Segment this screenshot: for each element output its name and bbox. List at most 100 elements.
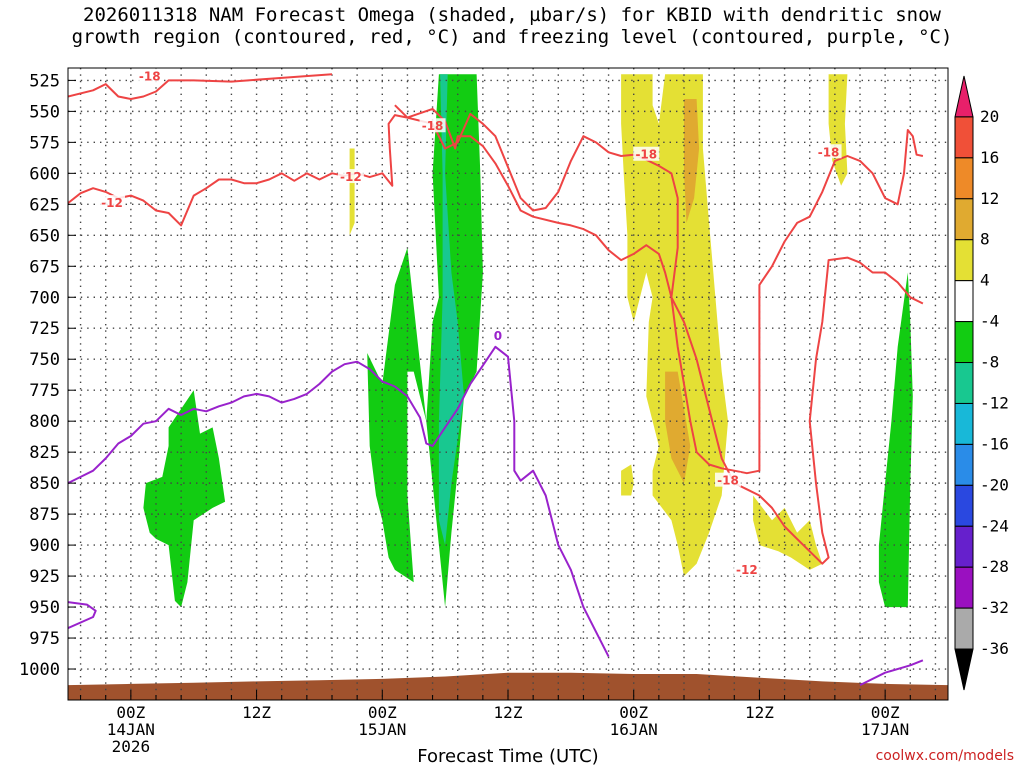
colorbar-label: -8 <box>980 353 999 372</box>
y-tick-label: 725 <box>29 319 60 339</box>
colorbar-label: 12 <box>980 189 999 208</box>
dgz-label-bg <box>99 195 125 210</box>
colorbar-label: -24 <box>980 516 1009 535</box>
colorbar-label: 8 <box>980 230 990 249</box>
x-tick-label: 2026 <box>112 737 151 756</box>
colorbar-segment <box>954 116 974 159</box>
colorbar-segment <box>954 443 974 486</box>
dgz-label-bg <box>136 68 163 83</box>
dgz-label-bg <box>815 144 842 159</box>
colorbar-cap-top <box>954 75 974 118</box>
y-tick-label: 950 <box>29 598 60 618</box>
y-tick-label: 1000 <box>19 660 60 680</box>
dgz-contour-1 <box>68 107 924 565</box>
colorbar-segment <box>954 566 974 609</box>
y-tick-label: 875 <box>29 505 60 525</box>
dgz-contour-label: -18 <box>422 119 444 133</box>
chart-title: 2026011318 NAM Forecast Omega (shaded, µ… <box>0 4 1024 48</box>
dgz-contour-2 <box>394 104 924 475</box>
dgz-label-bg <box>715 472 741 487</box>
colorbar-segment <box>954 484 974 527</box>
y-tick-label: 550 <box>29 102 60 122</box>
credit-text: coolwx.com/models <box>876 748 1014 764</box>
x-tick-label: 12Z <box>494 703 523 722</box>
y-tick-label: 675 <box>29 257 60 277</box>
freezing-contour-0 <box>68 345 610 658</box>
x-tick-label: 16JAN <box>610 720 658 739</box>
colorbar-label: -16 <box>980 434 1009 453</box>
dgz-contour-label: -12 <box>340 170 362 184</box>
freezing-contour-label: 0 <box>494 329 502 343</box>
omega-region-1 <box>367 74 483 608</box>
colorbar-label: 16 <box>980 148 999 167</box>
y-tick-label: 925 <box>29 567 60 587</box>
title-line-2: growth region (contoured, red, °C) and f… <box>71 26 953 48</box>
x-tick-label: 15JAN <box>358 720 406 739</box>
y-tick-label: 575 <box>29 133 60 153</box>
y-tick-label: 775 <box>29 381 60 401</box>
dgz-contour-label: -18 <box>139 70 161 84</box>
x-tick-label: 17JAN <box>861 720 909 739</box>
colorbar-label: -36 <box>980 639 1009 658</box>
y-tick-label: 525 <box>29 71 60 91</box>
plot-area <box>68 68 948 700</box>
y-tick-label: 850 <box>29 474 60 494</box>
colorbar-segment <box>954 198 974 241</box>
y-tick-label: 975 <box>29 629 60 649</box>
omega-region-5 <box>621 464 634 496</box>
colorbar-label: -4 <box>980 312 999 331</box>
x-tick-label: 00Z <box>871 703 900 722</box>
y-tick-label: 750 <box>29 350 60 370</box>
freezing-contour-2 <box>859 659 924 686</box>
y-tick-label: 900 <box>29 536 60 556</box>
colorbar-segment <box>954 280 974 323</box>
dgz-label-bg <box>733 561 760 576</box>
dgz-label-bg <box>419 118 446 133</box>
colorbar-label: 20 <box>980 107 999 126</box>
colorbar-segment <box>954 362 974 404</box>
colorbar-segment <box>954 321 974 364</box>
omega-region-8 <box>349 148 355 236</box>
y-tick-label: 825 <box>29 443 60 463</box>
omega-region-10 <box>665 371 691 484</box>
colorbar-cap-bottom <box>954 648 974 691</box>
x-tick-label: 00Z <box>368 703 397 722</box>
y-tick-label: 600 <box>29 164 60 184</box>
colorbar-label: -28 <box>980 557 1009 576</box>
x-tick-label: 12Z <box>242 703 271 722</box>
colorbar-segment <box>954 607 974 650</box>
freezing-contour-1 <box>68 601 97 630</box>
title-line-1: 2026011318 NAM Forecast Omega (shaded, µ… <box>83 4 941 26</box>
dgz-contour-label: -18 <box>717 474 739 488</box>
x-tick-label: 00Z <box>619 703 648 722</box>
x-tick-label: 12Z <box>745 703 774 722</box>
x-tick-label: 14JAN <box>107 720 155 739</box>
terrain-fill <box>68 672 948 700</box>
omega-region-9 <box>684 99 700 223</box>
dgz-contour-label: -12 <box>736 563 758 577</box>
terrain <box>68 672 948 700</box>
y-tick-label: 650 <box>29 226 60 246</box>
colorbar-label: -12 <box>980 393 1009 412</box>
colorbar-segment <box>954 525 974 568</box>
colorbar-segment <box>954 157 974 200</box>
colorbar-label: -20 <box>980 475 1009 494</box>
dgz-contour-label: -12 <box>101 196 123 210</box>
dgz-label-bg <box>633 146 660 161</box>
colorbar-segment <box>954 402 974 445</box>
y-axis: 525 550 575 600 625 650 675 700 725 750 775 800 825 8… <box>19 71 76 680</box>
colorbar-label: 4 <box>980 271 990 290</box>
omega-region-6 <box>753 495 823 570</box>
x-tick-label: 00Z <box>116 703 145 722</box>
dgz-contour-0 <box>68 73 333 100</box>
contours: -18 -12 -12 -18 -18 -18 -12 -18 0 <box>68 68 924 686</box>
dgz-contour-label: -18 <box>818 145 840 159</box>
x-axis-label: Forecast Time (UTC) <box>417 746 598 767</box>
omega-region-3 <box>878 272 913 608</box>
colorbar: 20 16 12 8 4 -4 -8 -12 -16 -20 -24 -28 -32 -36 <box>954 75 1009 691</box>
colorbar-segment <box>954 239 974 282</box>
dgz-label-bg <box>337 169 364 184</box>
omega-region-0 <box>143 390 226 608</box>
